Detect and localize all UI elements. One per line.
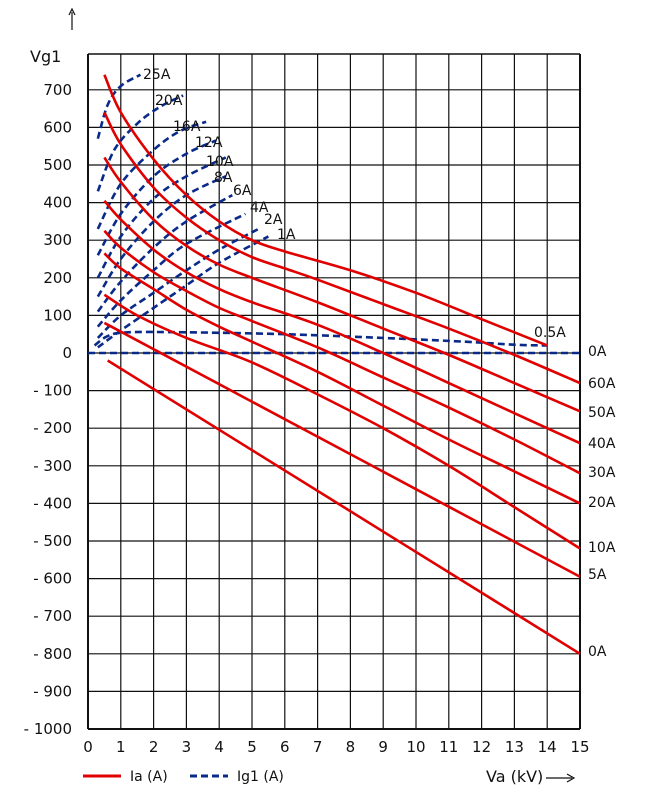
y-tick-label: - 100 [33, 382, 72, 400]
ig1-curve-label: 25A [143, 67, 171, 83]
ig1-curve-label: 1A [277, 227, 296, 243]
x-tick-label: 14 [538, 738, 557, 756]
ig1-curve-label: 16A [173, 119, 201, 135]
y-tick-label: 300 [43, 231, 72, 249]
x-tick-label: 5 [247, 738, 257, 756]
y-tick-label: - 700 [33, 607, 72, 625]
ia-curve-label: 30A [588, 465, 616, 481]
y-tick-label: 500 [43, 156, 72, 174]
legend: Ia (A) Ig1 (A) [83, 769, 284, 785]
x-tick-label: 0 [83, 738, 93, 756]
y-tick-label: 0 [62, 344, 72, 362]
ig1-curve-label: 2A [264, 212, 283, 228]
ia-curve [103, 252, 581, 505]
ia-curve [106, 359, 581, 655]
ig1-curve-label: 10A [206, 154, 234, 170]
x-tick-label: 8 [346, 738, 356, 756]
x-axis-title: Va (kV) [486, 767, 543, 786]
x-tick-label: 7 [313, 738, 323, 756]
ia-curve-label: 40A [588, 436, 616, 452]
ig1-curve-label: 4A [250, 200, 269, 216]
ia-curve [103, 111, 581, 385]
ia-curve [103, 293, 581, 550]
y-tick-label: - 1000 [24, 720, 72, 738]
ig1-curve-label: 20A [155, 93, 183, 109]
ig1-curve-label: 12A [195, 135, 223, 151]
x-tick-label: 9 [378, 738, 388, 756]
ia-curve-label: 60A [588, 376, 616, 392]
ia-curve-label: 5A [588, 567, 607, 583]
legend-label-ig1: Ig1 (A) [237, 769, 284, 785]
ia-curve [103, 229, 581, 475]
ia-curve-label: 10A [588, 540, 616, 556]
x-tick-label: 12 [472, 738, 491, 756]
ia-curve-label: 20A [588, 495, 616, 511]
ia-curve-label: 50A [588, 405, 616, 421]
ig1-curve [93, 330, 548, 347]
x-tick-label: 4 [214, 738, 224, 756]
y-tick-label: - 200 [33, 419, 72, 437]
x-tick-label: 15 [570, 738, 589, 756]
y-tick-label: 400 [43, 194, 72, 212]
y-tick-label: 200 [43, 269, 72, 287]
y-tick-label: - 800 [33, 645, 72, 663]
ig1-curve [96, 94, 184, 192]
ig1-curve [96, 120, 207, 230]
ig1-curve-label: 6A [233, 183, 252, 199]
y-tick-label: - 500 [33, 532, 72, 550]
y-axis-arrow-head [68, 7, 76, 16]
y-tick-label: 100 [43, 306, 72, 324]
x-tick-label: 10 [406, 738, 425, 756]
ig1-curve [96, 139, 217, 256]
ia-curve-label: 0A [588, 344, 607, 360]
ig1-curve [96, 73, 142, 140]
x-axis-arrow-head [566, 773, 576, 783]
y-axis-title: Vg1 [30, 47, 61, 66]
ig1-curve [96, 193, 233, 313]
y-tick-label: - 900 [33, 682, 72, 700]
x-tick-label: 13 [505, 738, 524, 756]
grid [87, 53, 581, 730]
x-tick-label: 11 [439, 738, 458, 756]
ig1-curve-label: 8A [214, 170, 233, 186]
y-tick-label: 600 [43, 118, 72, 136]
ig1-curve [96, 175, 227, 298]
x-tick-label: 6 [280, 738, 290, 756]
ia-curve [103, 74, 548, 347]
curve-labels: 0A60A50A40A30A20A10A5A0A25A20A16A12A10A8… [143, 67, 616, 660]
series [88, 73, 581, 655]
ig1-curve [96, 227, 260, 339]
ia-curve [103, 156, 581, 413]
y-tick-label: 700 [43, 81, 72, 99]
y-tick-label: - 600 [33, 570, 72, 588]
x-tick-label: 2 [149, 738, 159, 756]
ia-curve [103, 199, 581, 445]
ig1-curve-label: 0.5A [534, 325, 566, 341]
x-tick-label: 3 [182, 738, 192, 756]
y-tick-label: - 400 [33, 494, 72, 512]
legend-label-ia: Ia (A) [130, 769, 168, 785]
y-tick-label: - 300 [33, 457, 72, 475]
x-tick-label: 1 [116, 738, 126, 756]
ia-curve [103, 321, 581, 578]
ia-curve-label: 0A [588, 644, 607, 660]
